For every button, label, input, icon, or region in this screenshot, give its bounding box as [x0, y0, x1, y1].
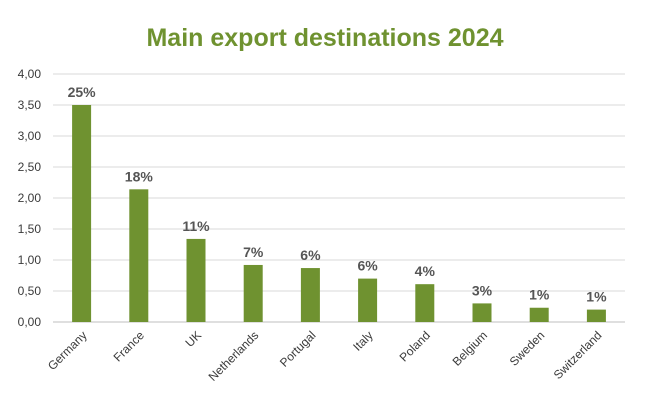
data-label: 7% — [243, 244, 264, 260]
x-tick-label: Poland — [397, 328, 433, 364]
data-labels: 25% 18% 11% 7% 6% 6% 4% 3% 1% 1% — [68, 84, 607, 305]
y-tick-label: 1,50 — [18, 222, 42, 236]
data-label: 3% — [472, 282, 493, 298]
data-label: 6% — [357, 258, 378, 274]
bar-uk — [186, 238, 206, 322]
x-tick-label: Italy — [350, 328, 375, 353]
x-tick-label: UK — [182, 328, 204, 350]
bar-portugal — [300, 268, 320, 322]
x-tick-label: Germany — [45, 328, 90, 373]
x-tick-label: Switzerland — [551, 328, 605, 382]
bar-france — [129, 189, 149, 322]
y-tick-label: 4,00 — [18, 67, 42, 81]
bars — [72, 105, 606, 322]
y-tick-label: 2,00 — [18, 191, 42, 205]
data-label: 11% — [182, 218, 210, 234]
data-label: 6% — [300, 247, 321, 263]
data-label: 18% — [125, 168, 154, 184]
x-tick-label: Portugal — [277, 328, 319, 370]
bar-germany — [72, 105, 92, 322]
bar-poland — [415, 284, 435, 322]
bar-italy — [358, 278, 378, 322]
x-tick-label: France — [111, 328, 148, 365]
y-tick-label: 0,00 — [18, 315, 42, 329]
gridlines — [53, 73, 625, 323]
data-label: 4% — [415, 263, 436, 279]
y-tick-label: 3,00 — [18, 129, 42, 143]
bar-netherlands — [243, 264, 263, 322]
x-tick-label: Belgium — [450, 328, 491, 369]
x-tick-label: Sweden — [507, 328, 548, 369]
bar-switzerland — [586, 309, 606, 322]
y-tick-label: 1,00 — [18, 253, 42, 267]
data-label: 1% — [529, 287, 550, 303]
bar-sweden — [529, 307, 549, 322]
y-tick-label: 3,50 — [18, 98, 42, 112]
bar-belgium — [472, 303, 492, 322]
x-tick-label: Netherlands — [206, 328, 262, 384]
y-axis-ticks: 0,00 0,50 1,00 1,50 2,00 2,50 3,00 3,50 4,00 — [18, 67, 42, 329]
y-tick-label: 0,50 — [18, 284, 42, 298]
data-label: 1% — [586, 289, 607, 305]
x-axis-ticks: Germany France UK Netherlands Portugal Italy P… — [45, 328, 605, 384]
y-tick-label: 2,50 — [18, 160, 42, 174]
data-label: 25% — [68, 84, 97, 100]
chart-title: Main export destinations 2024 — [146, 24, 504, 52]
